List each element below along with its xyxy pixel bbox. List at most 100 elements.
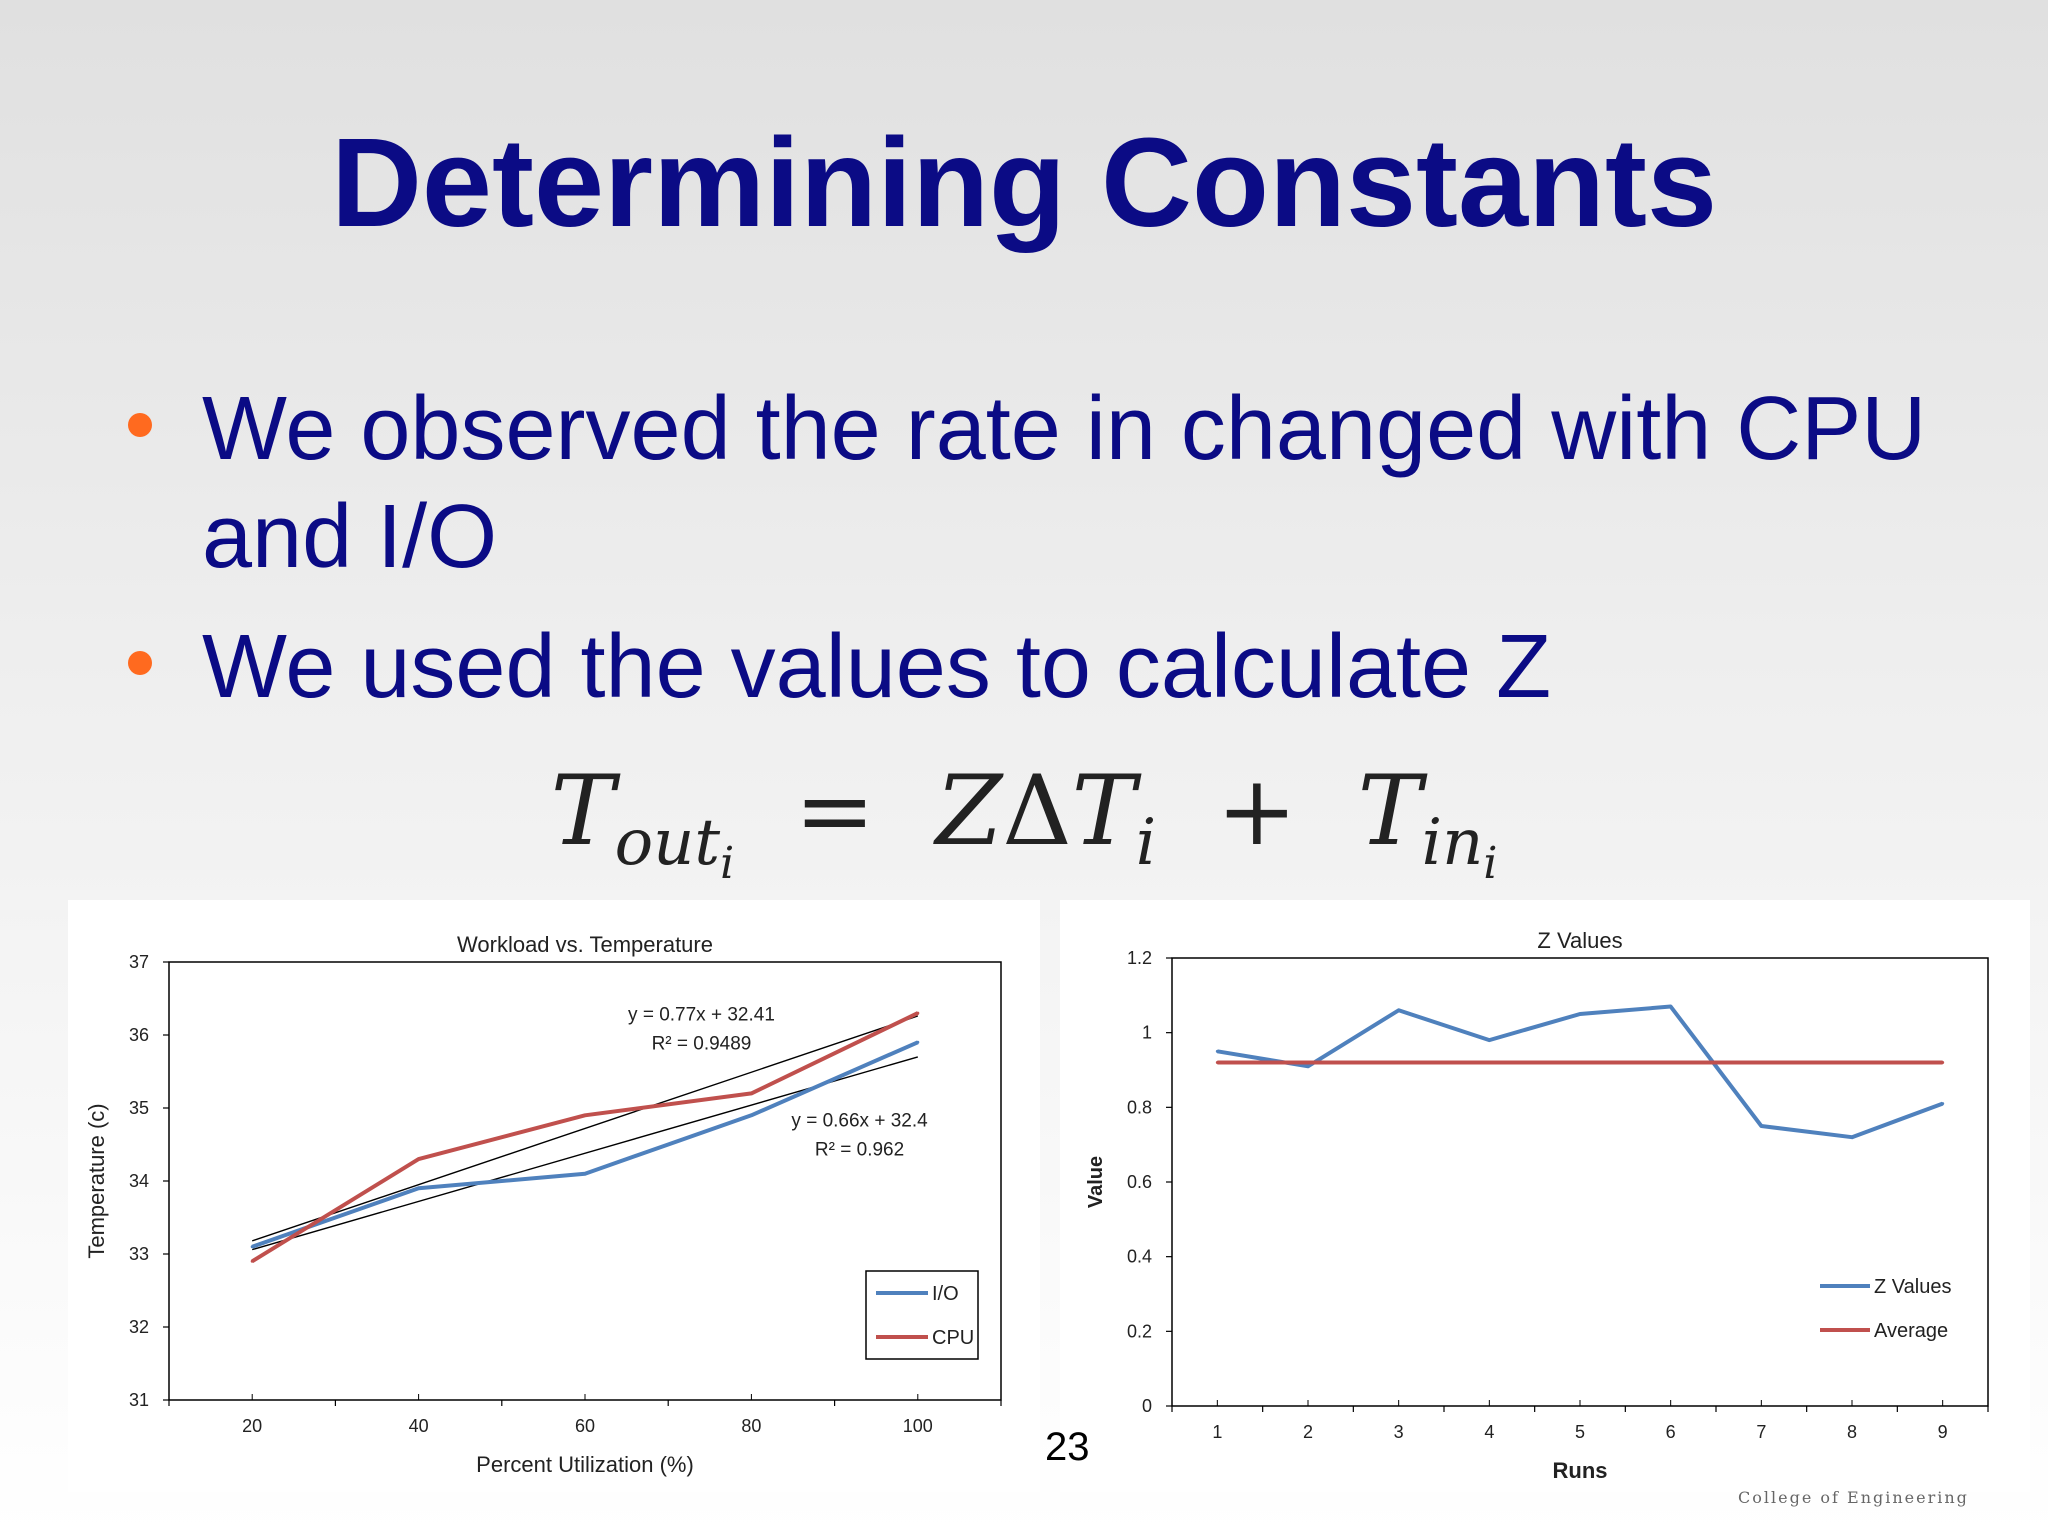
y-axis-label: Temperature (c)	[84, 1103, 109, 1258]
eq-equals: =	[794, 755, 876, 867]
data-point	[1215, 1061, 1219, 1065]
data-point	[1397, 1061, 1401, 1065]
data-point	[1487, 1038, 1491, 1042]
x-tick-label: 100	[903, 1416, 933, 1436]
bullet-text: We observed the rate in changed with CPU…	[202, 379, 1927, 587]
eq-symbol: T	[550, 755, 615, 867]
y-tick-label: 1	[1142, 1023, 1152, 1043]
data-point	[250, 1245, 254, 1249]
data-point	[583, 1172, 587, 1176]
eq-z: Z	[935, 755, 1003, 867]
y-tick-label: 31	[129, 1390, 149, 1410]
bullet-dot-icon	[128, 651, 152, 675]
legend-box	[865, 1270, 979, 1360]
x-tick-label: 40	[409, 1416, 429, 1436]
y-tick-label: 0.6	[1127, 1172, 1152, 1192]
x-tick-label: 1	[1212, 1422, 1222, 1442]
x-tick-label: 9	[1938, 1422, 1948, 1442]
eq-subscript: in	[1421, 806, 1484, 881]
eq-rhs2: Tini	[1357, 755, 1498, 889]
data-point	[250, 1259, 254, 1263]
legend-label: I/O	[932, 1283, 959, 1305]
bullet-dot-icon	[128, 413, 152, 437]
legend-label: CPU	[932, 1327, 974, 1349]
workload-chart-panel: Workload vs. Temperature 31 32 33 34 35 36 37 20…	[68, 900, 1040, 1492]
y-tick-label: 35	[129, 1098, 149, 1118]
legend-label: Z Values	[1874, 1276, 1951, 1298]
eq-subsubscript: i	[1483, 837, 1498, 889]
x-tick-label: 20	[242, 1416, 262, 1436]
eq-subsubscript: i	[720, 837, 735, 889]
bullet-item: We observed the rate in changed with CPU…	[120, 375, 2000, 591]
y-tick-label: 34	[129, 1171, 149, 1191]
data-point	[749, 1113, 753, 1117]
data-point	[1850, 1135, 1854, 1139]
data-point	[583, 1113, 587, 1117]
trendline-equation: y = 0.77x + 32.41	[628, 1004, 775, 1025]
y-tick-label: 32	[129, 1317, 149, 1337]
x-tick-label: 60	[575, 1416, 595, 1436]
data-point	[1215, 1049, 1219, 1053]
chart-title: Workload vs. Temperature	[457, 932, 713, 957]
data-point	[1578, 1012, 1582, 1016]
y-tick-label: 0.8	[1127, 1097, 1152, 1117]
slide-title: Determining Constants	[330, 112, 1718, 253]
trendline-r2: R² = 0.9489	[652, 1033, 752, 1054]
y-tick-label: 0.4	[1127, 1247, 1152, 1267]
y-tick-label: 33	[129, 1244, 149, 1264]
data-point	[1669, 1061, 1673, 1065]
x-axis-label: Runs	[1553, 1458, 1608, 1483]
eq-symbol: T	[1357, 755, 1422, 867]
y-tick-label: 1.2	[1127, 948, 1152, 968]
data-point	[1397, 1008, 1401, 1012]
plot-area	[1171, 957, 1989, 1407]
series-line	[1217, 1004, 1944, 1140]
bullet-text: We used the values to calculate Z	[202, 617, 1552, 717]
bullet-item: We used the values to calculate Z	[120, 613, 2000, 721]
data-point	[1759, 1061, 1763, 1065]
data-point	[916, 1011, 920, 1015]
z-values-chart: Z Values 0 0.2 0.4 0.6 0.8 1 1.2 1 2 3 4 5 6 7 8 9 Runs Va…	[1085, 928, 1989, 1483]
data-point	[749, 1091, 753, 1095]
data-point	[1850, 1061, 1854, 1065]
trendline-equation: y = 0.66x + 32.4	[791, 1110, 928, 1131]
college-logo: College of Engineering	[1738, 1488, 1969, 1507]
data-point	[1669, 1005, 1673, 1009]
trendline	[251, 1015, 919, 1242]
data-point	[1941, 1102, 1945, 1106]
data-point	[1306, 1061, 1310, 1065]
data-point	[417, 1186, 421, 1190]
eq-subscript: out	[614, 806, 721, 881]
data-point	[916, 1040, 920, 1044]
bullet-list: We observed the rate in changed with CPU…	[120, 375, 2000, 743]
eq-t-subscript: i	[1135, 806, 1157, 881]
x-tick-label: 7	[1756, 1422, 1766, 1442]
data-point	[1306, 1064, 1310, 1068]
trendline-r2: R² = 0.962	[815, 1139, 904, 1160]
z-values-chart-panel: Z Values 0 0.2 0.4 0.6 0.8 1 1.2 1 2 3 4 5 6 7 8 9 Runs Va…	[1060, 900, 2030, 1492]
workload-temperature-chart: Workload vs. Temperature 31 32 33 34 35 36 37 20…	[84, 932, 1002, 1477]
x-tick-label: 5	[1575, 1422, 1585, 1442]
x-tick-label: 8	[1847, 1422, 1857, 1442]
data-point	[1487, 1061, 1491, 1065]
y-tick-label: 0	[1142, 1396, 1152, 1416]
page-number: 23	[1045, 1425, 1090, 1469]
y-tick-label: 0.2	[1127, 1321, 1152, 1341]
chart-title: Z Values	[1537, 928, 1622, 953]
x-axis-label: Percent Utilization (%)	[476, 1452, 694, 1477]
eq-delta: Δ	[1002, 755, 1072, 867]
data-point	[417, 1157, 421, 1161]
equation: Touti = ZΔTi + Tini	[0, 755, 2048, 889]
x-tick-label: 6	[1666, 1422, 1676, 1442]
eq-plus: +	[1216, 755, 1298, 867]
eq-lhs: Touti	[550, 755, 735, 889]
x-tick-label: 2	[1303, 1422, 1313, 1442]
data-point	[1759, 1124, 1763, 1128]
x-tick-label: 3	[1394, 1422, 1404, 1442]
data-point	[1578, 1061, 1582, 1065]
x-tick-label: 80	[741, 1416, 761, 1436]
eq-t: T	[1071, 755, 1136, 867]
x-tick-label: 4	[1484, 1422, 1494, 1442]
y-axis-label: Value	[1085, 1156, 1107, 1208]
y-tick-label: 37	[129, 952, 149, 972]
